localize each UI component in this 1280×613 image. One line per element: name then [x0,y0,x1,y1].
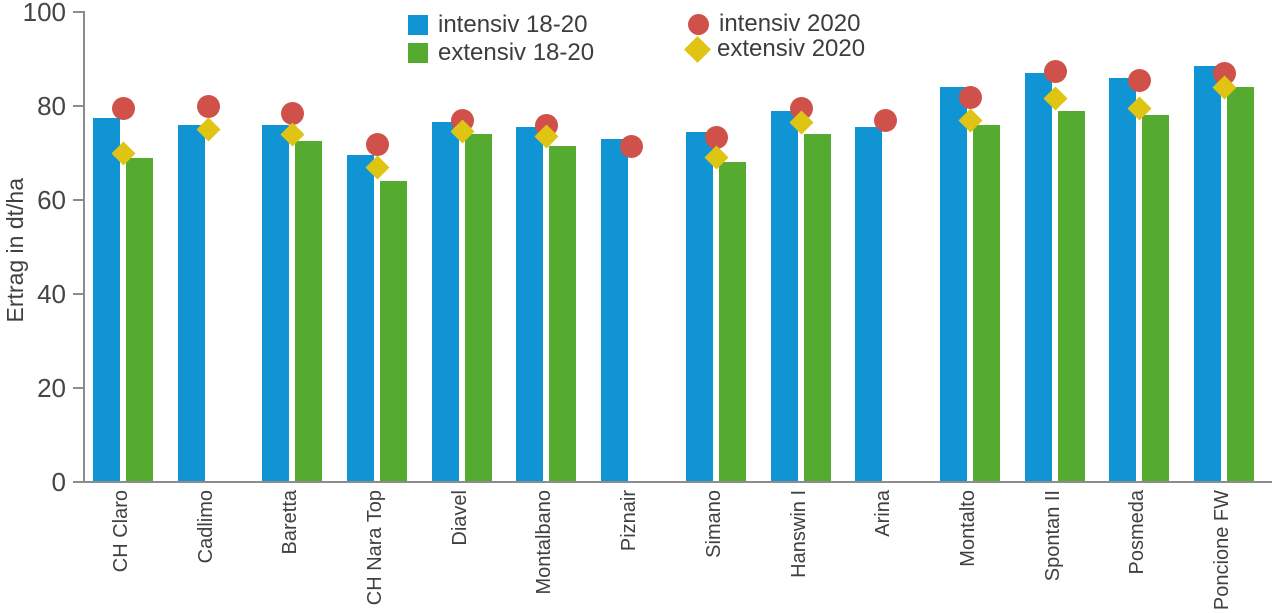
bar-intensiv-18-20 [347,155,374,482]
bar-extensiv-18-20 [549,145,576,482]
marker-intensiv-2020 [281,102,304,126]
y-tick [73,11,83,13]
x-category-label: Piznair [618,490,640,552]
y-tick-label: 80 [37,91,66,121]
legend-item-extensiv-18-20: extensiv 18-20 [408,39,594,67]
x-category-label: Montalbano [533,490,555,595]
legend-label-extensiv-2020: extensiv 2020 [717,35,866,62]
bar-extensiv-18-20 [973,124,1000,482]
bar-extensiv-18-20 [1058,110,1085,482]
x-category-label: Cadlimo [195,490,217,564]
bar-extensiv-18-20 [126,157,153,482]
x-category-label: Posmeda [1126,490,1148,575]
bar-intensiv-18-20 [601,138,628,482]
bar-intensiv-18-20 [940,87,967,482]
y-tick-label: 20 [37,373,66,403]
bar-intensiv-18-20 [771,110,798,482]
x-category-label: Montalto [957,490,979,567]
y-tick [73,293,83,295]
y-axis-line [83,11,85,483]
intensiv-bar-swatch-icon [408,15,428,35]
x-category-label: CH Nara Top [364,490,386,606]
marker-intensiv-2020 [1128,69,1151,93]
extensiv-2020-diamond-icon [684,35,711,63]
bar-intensiv-18-20 [686,131,713,482]
x-axis-line [83,481,1272,483]
marker-intensiv-2020 [112,97,135,121]
y-tick [73,481,83,483]
bar-extensiv-18-20 [295,141,322,482]
y-tick-label: 0 [51,467,66,497]
x-category-label: CH Claro [110,490,132,573]
y-tick-label: 100 [22,0,66,27]
legend-item-intensiv-2020: intensiv 2020 [688,10,860,38]
bar-extensiv-18-20 [1227,87,1254,482]
x-category-label: Diavel [449,490,471,546]
legend-label-extensiv-18-20: extensiv 18-20 [438,39,595,66]
bar-intensiv-18-20 [178,124,205,482]
y-tick-label: 40 [37,279,66,309]
bar-extensiv-18-20 [804,134,831,482]
bar-extensiv-18-20 [465,134,492,482]
legend-item-extensiv-2020: extensiv 2020 [684,35,865,63]
bar-intensiv-18-20 [262,124,289,482]
marker-intensiv-2020 [874,109,897,133]
bar-intensiv-18-20 [1109,77,1136,482]
marker-intensiv-2020 [620,134,643,158]
x-category-label: Hanswin I [788,490,810,578]
marker-intensiv-2020 [197,95,220,118]
bar-intensiv-18-20 [855,127,882,482]
y-tick-label: 60 [37,185,66,215]
bar-intensiv-18-20 [1025,73,1052,482]
marker-intensiv-2020 [366,132,389,156]
y-tick [73,199,83,201]
legend-label-intensiv-2020: intensiv 2020 [719,10,861,37]
extensiv-bar-swatch-icon [408,43,428,63]
bar-extensiv-18-20 [1142,115,1169,482]
x-category-label: Spontan II [1042,490,1064,582]
y-tick [73,387,83,389]
x-category-label: Arina [872,490,894,537]
marker-intensiv-2020 [705,125,728,149]
x-category-label: Poncione FW [1211,490,1233,611]
bar-extensiv-18-20 [719,162,746,482]
bar-intensiv-18-20 [516,127,543,482]
marker-intensiv-2020 [959,85,982,109]
bar-intensiv-18-20 [432,122,459,482]
bar-extensiv-18-20 [380,181,407,482]
intensiv-2020-circle-icon [688,13,709,35]
y-tick [73,105,83,107]
x-category-label: Simano [703,490,725,558]
x-category-label: Baretta [279,490,301,555]
marker-intensiv-2020 [1044,59,1067,83]
legend-label-intensiv-18-20: intensiv 18-20 [438,11,588,38]
legend-item-intensiv-18-20: intensiv 18-20 [408,11,587,39]
bar-intensiv-18-20 [93,117,120,482]
bar-intensiv-18-20 [1194,66,1221,482]
